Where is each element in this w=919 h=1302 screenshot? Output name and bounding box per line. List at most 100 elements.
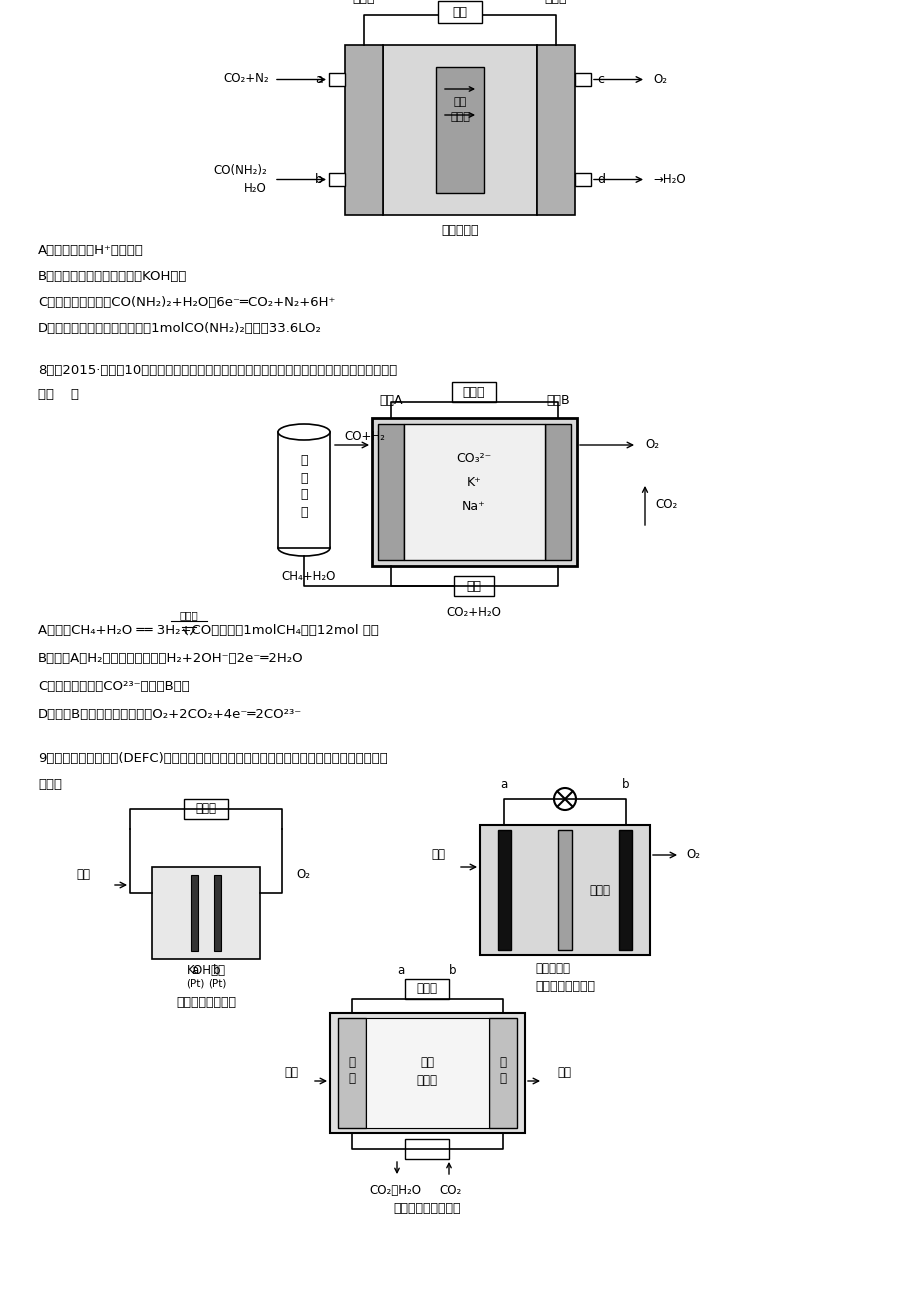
Text: 催化剂: 催化剂 — [179, 611, 199, 620]
Text: 脱水: 脱水 — [466, 579, 481, 592]
Ellipse shape — [278, 424, 330, 440]
Text: CO(NH₂)₂: CO(NH₂)₂ — [213, 164, 267, 177]
Bar — [330, 1013, 525, 1133]
Text: CH₄+H₂O: CH₄+H₂O — [281, 569, 335, 582]
Text: CO₂+N₂: CO₂+N₂ — [223, 72, 268, 85]
Text: Na⁺: Na⁺ — [461, 500, 485, 513]
Text: D．电池工作时，理论上每净化1molCO(NH₂)₂，消耗33.6LO₂: D．电池工作时，理论上每净化1molCO(NH₂)₂，消耗33.6LO₂ — [38, 323, 322, 336]
Text: 整: 整 — [300, 505, 308, 518]
Text: 极: 极 — [499, 1073, 506, 1086]
Bar — [366, 1018, 489, 1128]
Bar — [453, 575, 494, 596]
Text: 乙醇: 乙醇 — [76, 868, 90, 881]
Text: CO₂+H₂O: CO₂+H₂O — [446, 605, 501, 618]
Text: 极: 极 — [348, 1073, 355, 1086]
Text: 甲电极: 甲电极 — [352, 0, 375, 5]
Text: 重: 重 — [300, 488, 308, 501]
Text: CO₃²⁻: CO₃²⁻ — [456, 452, 491, 465]
Text: K⁺: K⁺ — [466, 477, 481, 490]
Text: B．该电池用的电解质溶液是KOH溶液: B．该电池用的电解质溶液是KOH溶液 — [38, 271, 187, 284]
Bar — [544, 424, 571, 560]
Bar — [382, 46, 537, 215]
Text: 碱性乙醇燃料电池: 碱性乙醇燃料电池 — [176, 996, 236, 1009]
Bar — [152, 867, 260, 960]
Text: C．电池工作时，CO²³⁻向电极B移动: C．电池工作时，CO²³⁻向电极B移动 — [38, 681, 189, 694]
Text: 酸性乙醇燃料电池: 酸性乙醇燃料电池 — [535, 980, 595, 993]
Text: 化: 化 — [300, 471, 308, 484]
Bar — [184, 799, 228, 819]
Text: 负载: 负载 — [452, 5, 467, 18]
Text: 多孔碳电极: 多孔碳电极 — [441, 224, 478, 237]
Text: (Pt): (Pt) — [208, 979, 226, 990]
Text: 熔融: 熔融 — [420, 1056, 434, 1069]
Text: 用电器: 用电器 — [416, 983, 437, 996]
Text: (Pt): (Pt) — [186, 979, 204, 990]
Text: 电: 电 — [348, 1056, 355, 1069]
Text: 质子交换膜: 质子交换膜 — [535, 962, 570, 975]
Bar — [537, 46, 574, 215]
Text: 乙电极: 乙电极 — [544, 0, 567, 5]
Bar — [371, 418, 576, 566]
Text: a: a — [500, 779, 507, 792]
Bar — [278, 432, 330, 548]
Text: O₂: O₂ — [644, 439, 658, 452]
Bar — [497, 829, 510, 950]
Text: O₂: O₂ — [652, 73, 666, 86]
Text: D．电极B上发生的电极反应为O₂+2CO₂+4e⁻═2CO²³⁻: D．电极B上发生的电极反应为O₂+2CO₂+4e⁻═2CO²³⁻ — [38, 708, 302, 721]
Text: →H₂O: →H₂O — [652, 173, 685, 186]
Text: b: b — [315, 173, 323, 186]
Bar — [403, 424, 544, 560]
Bar — [345, 46, 382, 215]
Text: 乙醇: 乙醇 — [284, 1066, 298, 1079]
Text: KOH溶液: KOH溶液 — [187, 965, 225, 978]
Bar — [574, 173, 590, 186]
Text: 熔融盐乙醇燃料电池: 熔融盐乙醇燃料电池 — [392, 1203, 460, 1216]
Text: 空气: 空气 — [556, 1066, 571, 1079]
Text: a: a — [315, 73, 323, 86]
Ellipse shape — [278, 540, 330, 556]
Bar — [214, 875, 221, 950]
Bar — [489, 1018, 516, 1128]
Bar — [618, 829, 631, 950]
Text: a: a — [191, 965, 199, 978]
Text: 交换膜: 交换膜 — [449, 112, 470, 122]
Bar — [404, 1139, 448, 1159]
Text: C．甲电极反应式：CO(NH₂)₂+H₂O－6e⁻═CO₂+N₂+6H⁺: C．甲电极反应式：CO(NH₂)₂+H₂O－6e⁻═CO₂+N₂+6H⁺ — [38, 297, 335, 310]
Text: A．电池工作时H⁺移向负极: A．电池工作时H⁺移向负极 — [38, 245, 143, 258]
Text: 电极A: 电极A — [379, 393, 403, 406]
Text: a: a — [397, 965, 404, 978]
Text: 用电器: 用电器 — [196, 802, 216, 815]
Bar — [329, 173, 345, 186]
Bar — [329, 73, 345, 86]
Text: c: c — [596, 73, 604, 86]
Bar — [191, 875, 198, 950]
Text: 用电器: 用电器 — [462, 385, 484, 398]
Text: 碳酸盐: 碳酸盐 — [416, 1074, 437, 1086]
Text: CO+H₂: CO+H₂ — [345, 430, 385, 443]
Text: 电极B: 电极B — [546, 393, 569, 406]
Text: A．反应CH₄+H₂O ══ 3H₂+CO，每消耗1molCH₄转移12mol 电子: A．反应CH₄+H₂O ══ 3H₂+CO，每消耗1molCH₄转移12mol … — [38, 625, 379, 638]
Text: CO₂: CO₂ — [654, 499, 676, 512]
Bar — [436, 66, 483, 193]
Text: CO₂、H₂O: CO₂、H₂O — [369, 1185, 421, 1198]
Text: 质子: 质子 — [453, 98, 466, 107]
Text: O₂: O₂ — [296, 868, 310, 881]
Text: d: d — [596, 173, 605, 186]
Text: 是（    ）: 是（ ） — [38, 388, 79, 401]
Bar — [378, 424, 403, 560]
Text: 8．（2015·江苏，10）一种熔融碳酸盐燃料电池原理示意如图。下列有关该电池的说法正确的: 8．（2015·江苏，10）一种熔融碳酸盐燃料电池原理示意如图。下列有关该电池的… — [38, 365, 397, 378]
Text: 9．直接乙醇燃料电池(DEFC)具有很多优点，引起了人们的研究兴趣。现有以下三种乙醇燃料: 9．直接乙醇燃料电池(DEFC)具有很多优点，引起了人们的研究兴趣。现有以下三种… — [38, 753, 387, 766]
Text: b: b — [621, 779, 630, 792]
Text: 稀硫酸: 稀硫酸 — [589, 884, 610, 897]
Text: 催: 催 — [300, 454, 308, 467]
Bar — [558, 829, 572, 950]
Text: 电池。: 电池。 — [38, 779, 62, 792]
Bar — [404, 979, 448, 999]
Text: b: b — [213, 965, 221, 978]
Text: O₂: O₂ — [686, 849, 699, 862]
Bar — [437, 1, 482, 23]
Bar — [480, 825, 650, 954]
Text: 电: 电 — [499, 1056, 506, 1069]
Text: B．电极A上H₂参与的电极反应为H₂+2OH⁻－2e⁻═2H₂O: B．电极A上H₂参与的电极反应为H₂+2OH⁻－2e⁻═2H₂O — [38, 652, 303, 665]
Text: b: b — [448, 965, 456, 978]
